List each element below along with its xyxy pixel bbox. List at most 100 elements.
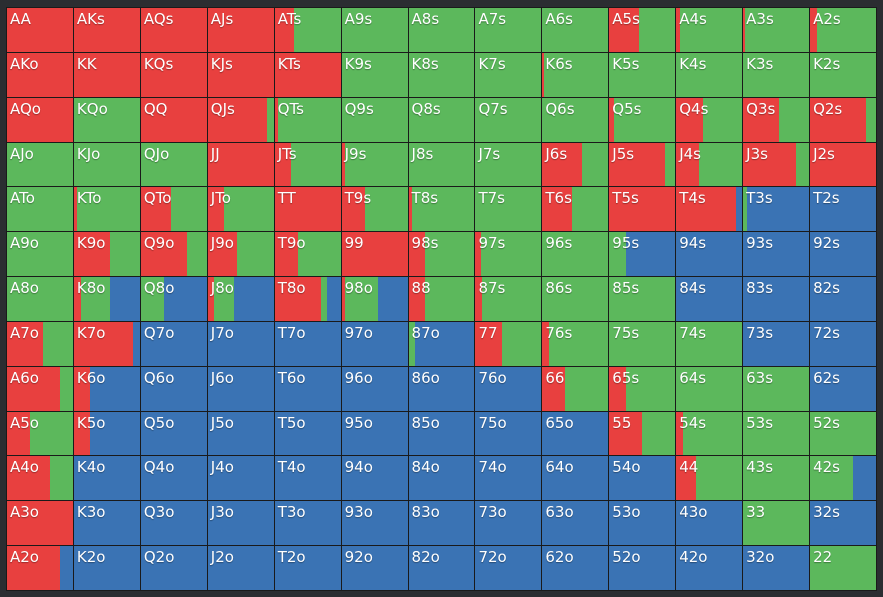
hand-cell[interactable]: KJs (207, 52, 274, 97)
hand-cell[interactable]: A2o (7, 546, 73, 590)
hand-cell[interactable]: 85s (609, 277, 676, 321)
hand-cell[interactable]: K9s (341, 52, 408, 97)
hand-cell[interactable]: A7s (475, 8, 542, 52)
hand-cell[interactable]: AA (7, 8, 73, 52)
hand-cell[interactable]: 54s (676, 411, 743, 456)
hand-cell[interactable]: J2s (810, 142, 876, 187)
hand-cell[interactable]: K2s (810, 52, 876, 97)
hand-cell[interactable]: 84o (408, 456, 475, 501)
hand-cell[interactable]: Q3o (140, 501, 207, 546)
hand-cell[interactable]: 74s (676, 321, 743, 366)
hand-cell[interactable]: Q5o (140, 411, 207, 456)
hand-cell[interactable]: 95s (609, 232, 676, 277)
hand-cell[interactable]: QQ (140, 97, 207, 142)
hand-cell[interactable]: A6s (542, 8, 609, 52)
hand-cell[interactable]: T4o (274, 456, 341, 501)
hand-cell[interactable]: KJo (73, 142, 140, 187)
hand-cell[interactable]: Q6s (542, 97, 609, 142)
hand-cell[interactable]: J5o (207, 411, 274, 456)
hand-cell[interactable]: 99 (341, 232, 408, 277)
hand-cell[interactable]: 97s (475, 232, 542, 277)
hand-cell[interactable]: 86s (542, 277, 609, 321)
hand-cell[interactable]: 44 (676, 456, 743, 501)
hand-cell[interactable]: J6s (542, 142, 609, 187)
hand-cell[interactable]: T2o (274, 546, 341, 590)
hand-cell[interactable]: T9s (341, 187, 408, 232)
hand-cell[interactable]: J3s (743, 142, 810, 187)
hand-cell[interactable]: 75o (475, 411, 542, 456)
hand-cell[interactable]: KQo (73, 97, 140, 142)
hand-cell[interactable]: A6o (7, 366, 73, 411)
hand-cell[interactable]: AJo (7, 142, 73, 187)
hand-cell[interactable]: 87s (475, 277, 542, 321)
hand-cell[interactable]: 94s (676, 232, 743, 277)
hand-cell[interactable]: J8s (408, 142, 475, 187)
hand-cell[interactable]: A9s (341, 8, 408, 52)
hand-cell[interactable]: A8s (408, 8, 475, 52)
hand-cell[interactable]: A5s (609, 8, 676, 52)
hand-cell[interactable]: 96o (341, 366, 408, 411)
hand-cell[interactable]: Q6o (140, 366, 207, 411)
hand-cell[interactable]: J7o (207, 321, 274, 366)
hand-cell[interactable]: 72o (475, 546, 542, 590)
hand-cell[interactable]: 72s (810, 321, 876, 366)
hand-cell[interactable]: ATs (274, 8, 341, 52)
hand-cell[interactable]: Q9o (140, 232, 207, 277)
hand-cell[interactable]: T5o (274, 411, 341, 456)
hand-cell[interactable]: JJ (207, 142, 274, 187)
hand-cell[interactable]: J5s (609, 142, 676, 187)
hand-cell[interactable]: Q3s (743, 97, 810, 142)
hand-cell[interactable]: 54o (609, 456, 676, 501)
hand-cell[interactable]: 96s (542, 232, 609, 277)
hand-cell[interactable]: K5s (609, 52, 676, 97)
hand-cell[interactable]: KTs (274, 52, 341, 97)
hand-cell[interactable]: 95o (341, 411, 408, 456)
hand-cell[interactable]: K5o (73, 411, 140, 456)
hand-cell[interactable]: 42s (810, 456, 876, 501)
hand-cell[interactable]: Q5s (609, 97, 676, 142)
hand-cell[interactable]: T6o (274, 366, 341, 411)
hand-cell[interactable]: 63s (743, 366, 810, 411)
hand-cell[interactable]: Q2s (810, 97, 876, 142)
hand-cell[interactable]: K8o (73, 277, 140, 321)
hand-cell[interactable]: 82s (810, 277, 876, 321)
hand-cell[interactable]: A2s (810, 8, 876, 52)
hand-cell[interactable]: Q7o (140, 321, 207, 366)
hand-cell[interactable]: AJs (207, 8, 274, 52)
hand-cell[interactable]: A3o (7, 501, 73, 546)
hand-cell[interactable]: AKs (73, 8, 140, 52)
hand-cell[interactable]: K8s (408, 52, 475, 97)
hand-cell[interactable]: ATo (7, 187, 73, 232)
hand-cell[interactable]: 84s (676, 277, 743, 321)
hand-cell[interactable]: 88 (408, 277, 475, 321)
hand-cell[interactable]: Q9s (341, 97, 408, 142)
hand-cell[interactable]: QTo (140, 187, 207, 232)
hand-cell[interactable]: 52s (810, 411, 876, 456)
hand-cell[interactable]: 64s (676, 366, 743, 411)
hand-cell[interactable]: K3s (743, 52, 810, 97)
hand-cell[interactable]: 43o (676, 501, 743, 546)
hand-cell[interactable]: TT (274, 187, 341, 232)
hand-cell[interactable]: T9o (274, 232, 341, 277)
hand-cell[interactable]: 65s (609, 366, 676, 411)
hand-cell[interactable]: J4s (676, 142, 743, 187)
hand-cell[interactable]: QJs (207, 97, 274, 142)
hand-cell[interactable]: 62o (542, 546, 609, 590)
hand-cell[interactable]: 98o (341, 277, 408, 321)
hand-cell[interactable]: Q4o (140, 456, 207, 501)
hand-cell[interactable]: KQs (140, 52, 207, 97)
hand-cell[interactable]: J3o (207, 501, 274, 546)
hand-cell[interactable]: T4s (676, 187, 743, 232)
hand-cell[interactable]: T7o (274, 321, 341, 366)
hand-cell[interactable]: 52o (609, 546, 676, 590)
hand-cell[interactable]: T2s (810, 187, 876, 232)
hand-cell[interactable]: T3o (274, 501, 341, 546)
hand-cell[interactable]: Q7s (475, 97, 542, 142)
hand-cell[interactable]: J9o (207, 232, 274, 277)
hand-cell[interactable]: AQo (7, 97, 73, 142)
hand-cell[interactable]: K7s (475, 52, 542, 97)
hand-cell[interactable]: Q4s (676, 97, 743, 142)
hand-cell[interactable]: J7s (475, 142, 542, 187)
hand-cell[interactable]: 77 (475, 321, 542, 366)
hand-cell[interactable]: 55 (609, 411, 676, 456)
